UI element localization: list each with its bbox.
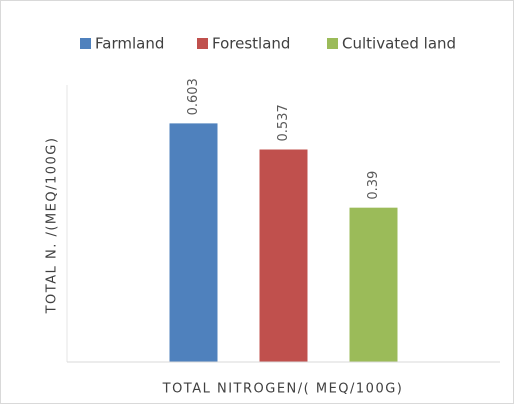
data-label: 0.537 bbox=[276, 104, 291, 141]
legend-swatch bbox=[80, 38, 91, 49]
bar bbox=[349, 207, 398, 362]
legend-label: Forestland bbox=[212, 35, 290, 53]
legend-label: Cultivated land bbox=[342, 35, 456, 53]
legend-swatch bbox=[197, 38, 208, 49]
y-axis-title: TOTAL N. /(MEQ/100G) bbox=[45, 137, 60, 315]
x-axis-title: TOTAL NITROGEN/( MEQ/100G) bbox=[162, 382, 404, 397]
bar bbox=[259, 149, 308, 362]
legend-label: Farmland bbox=[95, 35, 164, 53]
data-label: 0.603 bbox=[186, 78, 201, 115]
bar bbox=[169, 123, 218, 363]
data-label: 0.39 bbox=[366, 171, 381, 200]
legend-swatch bbox=[327, 38, 338, 49]
